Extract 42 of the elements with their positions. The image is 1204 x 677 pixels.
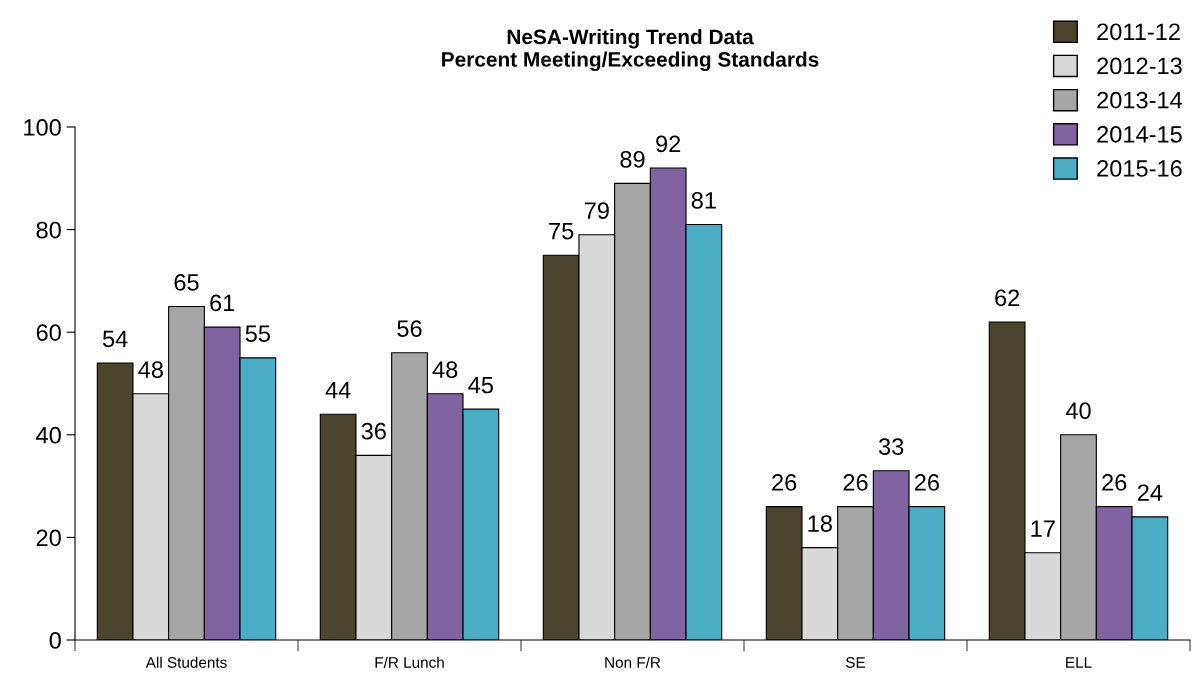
- data-label: 18: [808, 515, 832, 532]
- data-label: 89: [620, 150, 645, 168]
- y-tick-label: 40: [36, 426, 61, 444]
- data-label: 65: [174, 274, 199, 291]
- data-label: 17: [1031, 520, 1055, 537]
- legend-label: 2015-16: [1097, 160, 1182, 177]
- data-label: 48: [432, 361, 458, 378]
- x-tick-label: ELL: [1066, 657, 1092, 668]
- data-label: 75: [549, 223, 574, 240]
- y-tick-label: 0: [49, 632, 61, 649]
- data-label: 55: [245, 325, 270, 343]
- data-label: 48: [138, 361, 163, 378]
- data-label: 26: [1102, 474, 1127, 491]
- data-label: 40: [1065, 402, 1091, 420]
- chart-title: NeSA-Writing Trend Data Percent Meeting/Exceeding Standards: [442, 28, 819, 72]
- y-tick-label: 80: [36, 221, 61, 239]
- data-label: 56: [397, 320, 422, 337]
- data-label: 26: [843, 474, 868, 491]
- data-label: 26: [772, 474, 797, 491]
- data-label: 36: [361, 422, 386, 440]
- legend-label: 2014-15: [1097, 125, 1182, 143]
- data-label: 33: [878, 438, 904, 455]
- data-label: 61: [210, 294, 235, 312]
- data-label: 79: [584, 202, 609, 219]
- data-label: 26: [914, 474, 939, 491]
- legend-label: 2011-12: [1097, 23, 1180, 41]
- y-tick-label: 20: [36, 529, 61, 547]
- legend-label: 2012-13: [1097, 57, 1182, 75]
- data-label: 54: [102, 330, 128, 348]
- y-tick-label: 60: [36, 324, 61, 341]
- y-tick-label: 100: [24, 119, 61, 136]
- data-label: 44: [325, 382, 351, 399]
- legend-label: 2013-14: [1097, 91, 1183, 109]
- data-label: 62: [995, 289, 1020, 307]
- x-tick-label: Non F/R: [605, 656, 661, 668]
- x-tick-label: SE: [846, 657, 866, 668]
- data-label: 92: [656, 135, 681, 153]
- data-label: 81: [691, 191, 716, 209]
- x-tick-label: F/R Lunch: [375, 656, 444, 668]
- x-tick-label: All Students: [145, 656, 227, 668]
- data-label: 45: [468, 376, 493, 394]
- data-label: 24: [1137, 484, 1163, 501]
